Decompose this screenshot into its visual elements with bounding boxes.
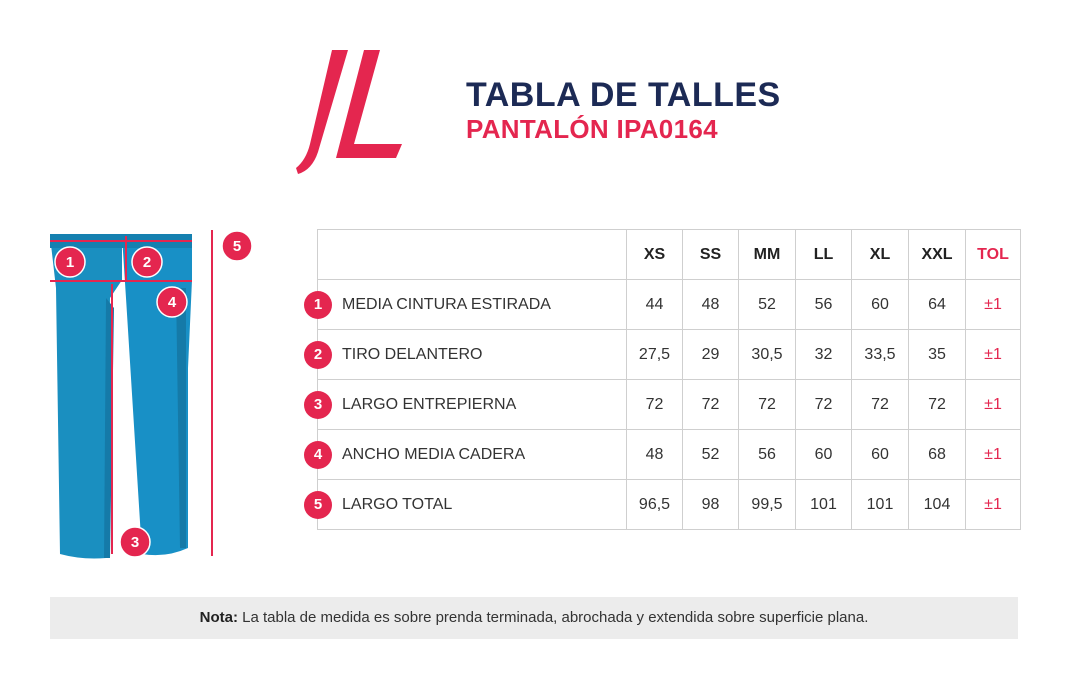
jl-logo — [296, 50, 402, 174]
measure-value-cell: 29 — [682, 329, 739, 380]
tolerance-cell: ±1 — [965, 379, 1021, 430]
measure-value-cell: 72 — [738, 379, 796, 430]
page-subtitle: PANTALÓN IPA0164 — [466, 114, 718, 144]
table-row: 5 LARGO TOTAL 96,5 98 99,5 101 101 104 ±1 — [304, 479, 1021, 530]
header-size-mm: MM — [738, 229, 796, 280]
measure-name-cell: 1 MEDIA CINTURA ESTIRADA — [304, 279, 627, 330]
measure-name-cell: 5 LARGO TOTAL — [304, 479, 627, 530]
tolerance-cell: ±1 — [965, 329, 1021, 380]
measure-value-cell: 33,5 — [851, 329, 909, 380]
measure-value-cell: 72 — [795, 379, 852, 430]
marker-4: 4 — [156, 286, 188, 318]
svg-text:3: 3 — [131, 534, 139, 551]
measure-value-cell: 72 — [908, 379, 966, 430]
measure-number-badge: 5 — [304, 490, 332, 519]
table-row: 4 ANCHO MEDIA CADERA 48 52 56 60 60 68 ±1 — [304, 429, 1021, 480]
tolerance-cell: ±1 — [965, 279, 1021, 330]
svg-text:5: 5 — [233, 238, 241, 255]
measure-value-cell: 32 — [795, 329, 852, 380]
table-row: 2 TIRO DELANTERO 27,5 29 30,5 32 33,5 35 ±1 — [304, 329, 1021, 380]
header-tol: TOL — [965, 229, 1021, 280]
measure-value-cell: 35 — [908, 329, 966, 380]
pants-left-leg — [50, 236, 122, 559]
table-header-row: XS SS MM LL XL XXL TOL — [317, 229, 1021, 280]
measure-value-cell: 48 — [626, 429, 683, 480]
measure-number-badge: 1 — [304, 290, 332, 319]
measure-value-cell: 64 — [908, 279, 966, 330]
table-row: 3 LARGO ENTREPIERNA 72 72 72 72 72 72 ±1 — [304, 379, 1021, 430]
measure-value-cell: 72 — [851, 379, 909, 430]
measure-number-badge: 2 — [304, 340, 332, 369]
measure-label: ANCHO MEDIA CADERA — [342, 445, 526, 463]
measure-value-cell: 44 — [626, 279, 683, 330]
measure-label: LARGO ENTREPIERNA — [342, 395, 517, 413]
measure-value-cell: 60 — [851, 279, 909, 330]
measure-value-cell: 52 — [738, 279, 796, 330]
measure-value-cell: 30,5 — [738, 329, 796, 380]
measure-value-cell: 68 — [908, 429, 966, 480]
measure-value-cell: 104 — [908, 479, 966, 530]
measure-value-cell: 99,5 — [738, 479, 796, 530]
measure-value-cell: 98 — [682, 479, 739, 530]
measure-value-cell: 60 — [795, 429, 852, 480]
note-text: La tabla de medida es sobre prenda termi… — [237, 609, 869, 626]
note-bar: Nota: La tabla de medida es sobre prenda… — [50, 597, 1018, 639]
header-empty-cell — [317, 229, 627, 280]
measure-number-badge: 3 — [304, 390, 332, 419]
header-size-ss: SS — [682, 229, 739, 280]
measure-value-cell: 52 — [682, 429, 739, 480]
measure-value-cell: 96,5 — [626, 479, 683, 530]
logo-l-stroke — [336, 50, 402, 158]
measure-value-cell: 72 — [626, 379, 683, 430]
page-title: TABLA DE TALLES — [466, 76, 781, 114]
measure-value-cell: 60 — [851, 429, 909, 480]
measure-value-cell: 101 — [851, 479, 909, 530]
measure-value-cell: 48 — [682, 279, 739, 330]
tolerance-cell: ±1 — [965, 479, 1021, 530]
marker-1: 1 — [54, 246, 86, 278]
measure-label: LARGO TOTAL — [342, 495, 453, 513]
measure-value-cell: 56 — [738, 429, 796, 480]
measure-label: MEDIA CINTURA ESTIRADA — [342, 295, 551, 313]
measure-value-cell: 101 — [795, 479, 852, 530]
size-table: XS SS MM LL XL XXL TOL 1 MEDIA CINTURA ES… — [304, 229, 1021, 530]
logo-j-stroke — [296, 50, 348, 174]
note-label: Nota: — [199, 609, 238, 626]
header-size-xxl: XXL — [908, 229, 966, 280]
header-size-ll: LL — [795, 229, 852, 280]
tolerance-cell: ±1 — [965, 429, 1021, 480]
marker-2: 2 — [131, 246, 163, 278]
pants-diagram: 1 2 3 4 5 — [50, 230, 253, 559]
table-row: 1 MEDIA CINTURA ESTIRADA 44 48 52 56 60 64 ±1 — [304, 279, 1021, 330]
header-size-xl: XL — [851, 229, 909, 280]
measure-name-cell: 4 ANCHO MEDIA CADERA — [304, 429, 627, 480]
measure-name-cell: 2 TIRO DELANTERO — [304, 329, 627, 380]
measure-value-cell: 56 — [795, 279, 852, 330]
header-size-xs: XS — [626, 229, 683, 280]
svg-text:4: 4 — [168, 294, 177, 311]
measure-value-cell: 72 — [682, 379, 739, 430]
marker-3: 3 — [119, 526, 151, 558]
measure-name-cell: 3 LARGO ENTREPIERNA — [304, 379, 627, 430]
measure-number-badge: 4 — [304, 440, 332, 469]
svg-text:1: 1 — [66, 254, 74, 271]
svg-text:2: 2 — [143, 254, 151, 271]
marker-5: 5 — [221, 230, 253, 262]
measure-value-cell: 27,5 — [626, 329, 683, 380]
measure-label: TIRO DELANTERO — [342, 345, 483, 363]
